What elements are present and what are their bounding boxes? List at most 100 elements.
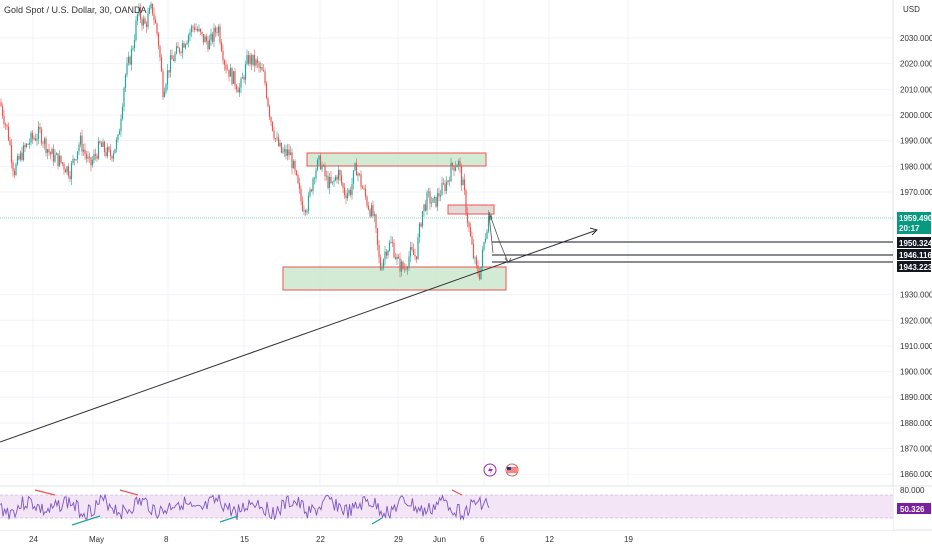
candle-body	[282, 151, 284, 153]
candle-body	[198, 28, 200, 31]
candle-body	[286, 149, 289, 156]
candle-body	[24, 145, 26, 148]
rsi-line[interactable]	[0, 494, 490, 521]
candle-body	[34, 138, 37, 141]
candle-body	[12, 162, 14, 171]
candle-body	[312, 178, 314, 192]
candle-body	[423, 204, 425, 212]
candle-body	[385, 251, 388, 256]
candle-body	[6, 124, 8, 127]
candle-body	[373, 214, 376, 216]
earnings-event-marker[interactable]	[483, 463, 497, 477]
time-axis-ticks[interactable]: 24 May 8 15 22 29 Jun 6 12 19	[29, 535, 633, 544]
rsi-divergence-green-3	[371, 517, 383, 525]
candle-body	[424, 204, 427, 211]
candle-body	[243, 77, 245, 80]
candle-body	[306, 210, 308, 213]
candle-body	[169, 55, 172, 73]
price-tick-label: 2000.000	[900, 111, 932, 120]
candle-body	[399, 258, 401, 272]
candle-body	[7, 126, 10, 141]
candle-body	[67, 166, 70, 176]
candle-body	[390, 241, 392, 244]
candle-body	[349, 190, 352, 195]
candle-body	[421, 211, 424, 227]
supply-zone[interactable]	[306, 152, 487, 167]
candle-body	[372, 205, 374, 216]
candle-body	[123, 88, 125, 107]
candle-body	[108, 147, 110, 150]
candle-body	[364, 188, 367, 197]
candle-body	[402, 261, 404, 269]
candle-body	[141, 19, 143, 26]
candle-body	[154, 19, 157, 24]
candle-body	[360, 174, 362, 187]
candle-body	[163, 91, 166, 98]
projection-drawings[interactable]	[488, 211, 893, 264]
candle-body	[52, 148, 55, 162]
candle-body	[115, 139, 118, 150]
candle-body	[87, 156, 89, 159]
candle-body	[381, 268, 383, 270]
level-badge-2: 1946.116	[897, 249, 932, 260]
candle-body	[207, 40, 209, 50]
candle-body	[228, 69, 230, 77]
candlestick-series[interactable]	[0, 1, 493, 281]
candle-body	[484, 238, 487, 242]
us-flag-stripes	[507, 467, 517, 473]
candle-body	[337, 169, 340, 180]
candle-body	[279, 142, 281, 146]
candle-body	[150, 3, 152, 9]
candle-body	[72, 158, 74, 164]
candle-body	[39, 126, 41, 130]
candle-body	[202, 34, 205, 43]
candle-body	[160, 57, 163, 72]
candle-body	[48, 149, 50, 153]
candle-body	[280, 142, 283, 153]
candle-body	[178, 48, 181, 53]
candle-body	[33, 138, 35, 140]
candle-body	[330, 176, 332, 183]
candle-body	[130, 49, 133, 65]
current-price-badge[interactable]: 1959.490 20:17	[897, 212, 932, 234]
candle-body	[366, 196, 368, 206]
time-tick-label: 29	[394, 535, 403, 544]
candle-body	[481, 249, 484, 267]
candle-body	[342, 183, 344, 188]
candle-body	[61, 162, 64, 164]
candle-body	[324, 165, 326, 176]
candle-body	[249, 55, 251, 64]
candle-body	[217, 26, 220, 33]
candle-body	[16, 156, 19, 165]
candle-body	[66, 166, 68, 173]
symbol-title[interactable]: Gold Spot / U.S. Dollar, 30, OANDA	[4, 5, 147, 15]
candle-body	[201, 32, 203, 35]
candle-body	[327, 175, 329, 188]
us-economic-event-marker[interactable]	[505, 463, 519, 477]
price-tick-label: 1900.000	[900, 368, 932, 377]
candle-body	[127, 56, 130, 64]
candle-body	[438, 193, 440, 197]
candle-body	[469, 227, 472, 237]
candle-body	[237, 89, 239, 93]
time-tick-label: 19	[624, 535, 633, 544]
small-resistance-zone[interactable]	[447, 204, 495, 215]
candle-body	[414, 254, 416, 257]
candle-body	[304, 210, 307, 213]
candle-body	[196, 28, 199, 31]
candle-body	[3, 115, 5, 125]
candle-body	[55, 153, 58, 155]
demand-zone[interactable]	[282, 266, 507, 291]
candle-body	[135, 20, 137, 41]
rsi-band	[0, 495, 893, 518]
trend-line[interactable]	[0, 229, 598, 443]
candle-body	[36, 138, 38, 141]
candle-body	[46, 149, 49, 153]
candle-body	[85, 154, 88, 159]
candle-body	[259, 67, 262, 68]
candle-body	[370, 205, 373, 217]
price-tick-label: 2020.000	[900, 60, 932, 69]
candle-body	[133, 40, 136, 48]
time-tick-label: 22	[316, 535, 325, 544]
